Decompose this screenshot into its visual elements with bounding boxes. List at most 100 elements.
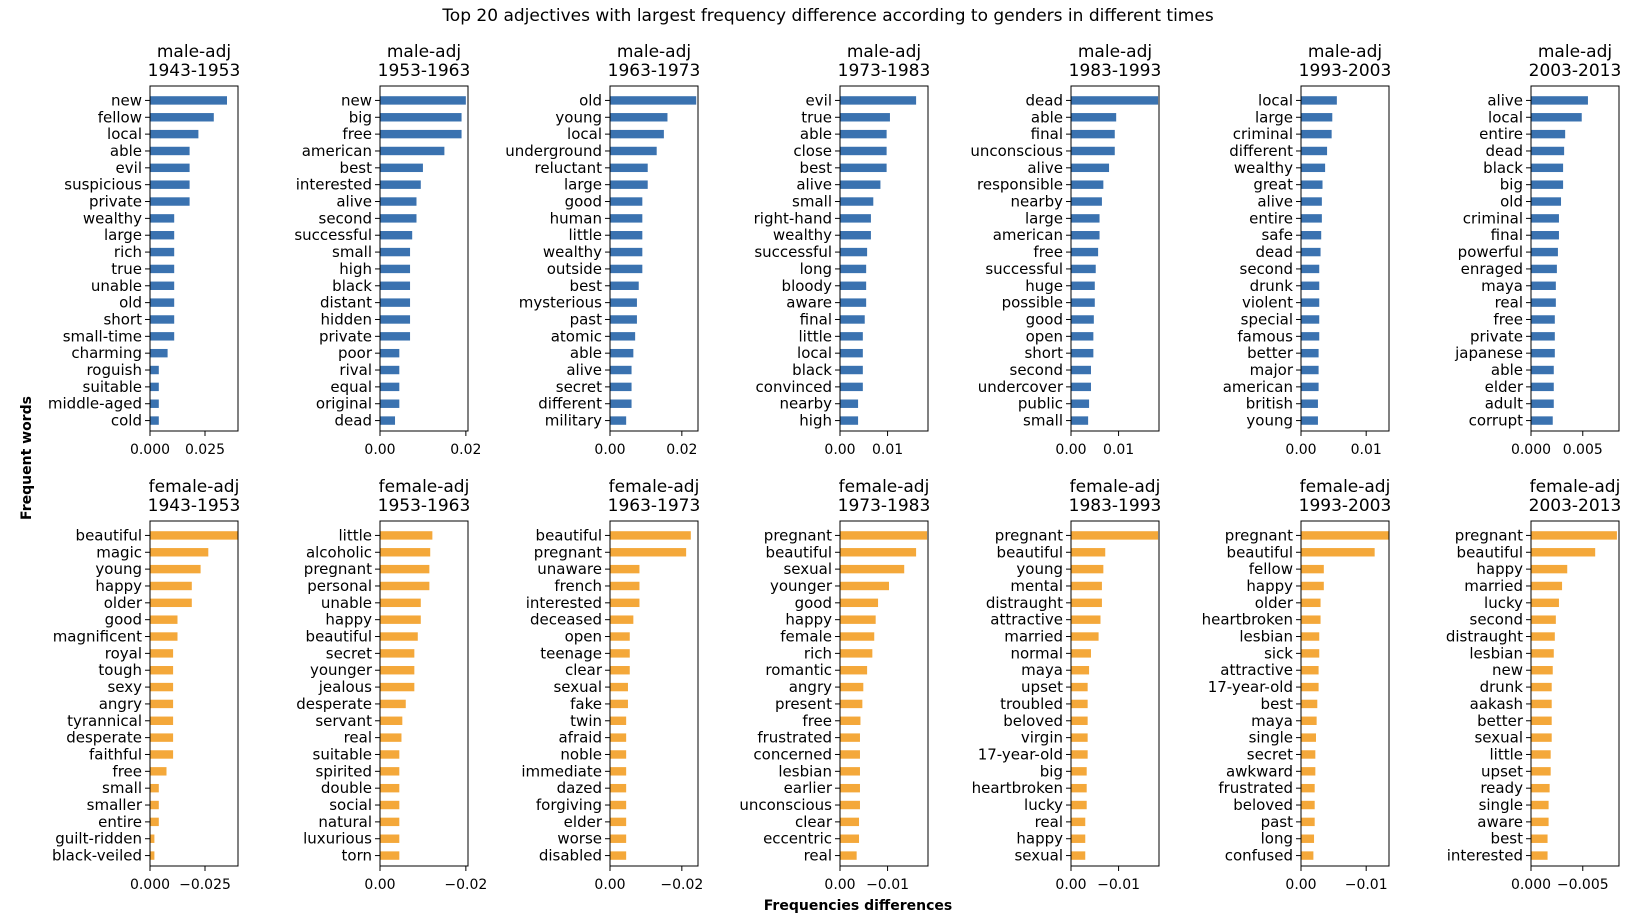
- x-tick-label: 0.025: [185, 442, 225, 458]
- panel-subtitle: 1973-1983: [838, 61, 931, 81]
- bar: [150, 382, 159, 392]
- bar: [380, 767, 400, 776]
- bar: [1301, 96, 1337, 105]
- bar: [610, 598, 640, 608]
- bar: [1531, 615, 1556, 624]
- y-tick-label: different: [1229, 142, 1293, 160]
- y-tick-label: big: [1500, 176, 1523, 194]
- y-tick-label: large: [1255, 108, 1293, 126]
- y-tick-label: american: [993, 226, 1063, 244]
- y-tick-label: beautiful: [997, 543, 1063, 561]
- bar: [150, 129, 199, 139]
- bar: [610, 564, 640, 574]
- bar: [1531, 332, 1555, 341]
- bar: [1071, 197, 1102, 206]
- y-tick-label: new: [341, 91, 372, 109]
- y-tick-label: good: [105, 611, 142, 629]
- bar: [1531, 298, 1556, 307]
- y-tick-label: sick: [1264, 644, 1293, 662]
- y-tick-label: equal: [330, 378, 372, 396]
- y-tick-label: old: [579, 91, 602, 109]
- bar: [380, 615, 421, 624]
- chart-panel: male-adj1943-1953newfellowlocalableevils…: [48, 42, 240, 458]
- y-tick-label: married: [1464, 577, 1523, 595]
- y-tick-label: happy: [1476, 560, 1523, 578]
- y-tick-label: beloved: [1003, 712, 1063, 730]
- y-tick-label: attractive: [990, 611, 1063, 629]
- bar: [150, 113, 214, 122]
- bar: [1071, 817, 1086, 827]
- bar: [150, 214, 175, 223]
- bar: [380, 699, 406, 709]
- bar: [1301, 649, 1320, 658]
- y-tick-label: small: [1023, 412, 1063, 430]
- bar: [1071, 264, 1096, 274]
- bar: [610, 113, 668, 122]
- bar: [610, 581, 640, 591]
- y-tick-label: older: [104, 594, 143, 612]
- bar: [150, 649, 174, 658]
- y-tick-label: angry: [99, 695, 142, 713]
- bar: [380, 649, 415, 658]
- y-tick-label: 17-year-old: [978, 745, 1063, 763]
- y-tick-label: happy: [785, 611, 832, 629]
- bar: [1301, 281, 1320, 290]
- y-tick-label: social: [329, 796, 372, 814]
- bar: [1071, 632, 1099, 641]
- bar: [1531, 146, 1565, 156]
- bar: [840, 416, 859, 425]
- panel-subtitle: 1983-1993: [1069, 496, 1162, 516]
- y-tick-label: successful: [754, 243, 832, 261]
- y-tick-label: personal: [307, 577, 372, 595]
- bar: [610, 800, 627, 810]
- bar: [1531, 399, 1554, 408]
- bar: [150, 348, 168, 358]
- bar: [380, 146, 445, 156]
- axes-frame: [149, 85, 239, 432]
- x-tick-label: 0.000: [1511, 442, 1551, 458]
- x-tick-label: −0.02: [660, 877, 703, 893]
- y-tick-label: unconscious: [970, 142, 1063, 160]
- y-tick-label: sexy: [107, 678, 142, 696]
- y-tick-label: noble: [560, 745, 602, 763]
- bar: [150, 783, 159, 793]
- axes-frame: [379, 520, 469, 867]
- panel-title: female-adj: [609, 477, 700, 497]
- x-tick-label: −0.01: [866, 877, 909, 893]
- y-tick-label: real: [804, 847, 832, 865]
- bar: [150, 281, 175, 290]
- y-tick-label: afraid: [558, 729, 602, 747]
- bar: [1071, 851, 1086, 860]
- y-tick-label: black: [332, 277, 372, 295]
- chart-panels: male-adj1943-1953newfellowlocalableevils…: [48, 42, 1621, 893]
- y-tick-label: upset: [1481, 762, 1523, 780]
- bar: [1531, 649, 1554, 658]
- bar: [610, 416, 627, 425]
- y-tick-label: outside: [547, 260, 602, 278]
- y-tick-label: close: [793, 142, 832, 160]
- x-tick-label: 0.000: [130, 877, 170, 893]
- bar: [1531, 817, 1549, 827]
- x-tick-label: 0.01: [1351, 442, 1382, 458]
- bar: [840, 750, 860, 759]
- bar: [840, 348, 863, 358]
- bar: [1301, 615, 1321, 624]
- bar: [610, 214, 643, 223]
- bar: [1531, 733, 1552, 742]
- bar: [1071, 649, 1091, 658]
- y-tick-label: normal: [1010, 644, 1063, 662]
- y-tick-label: double: [321, 779, 372, 797]
- x-tick-label: 0.02: [666, 442, 697, 458]
- bar: [610, 298, 637, 307]
- y-tick-label: worse: [557, 830, 602, 848]
- bar: [610, 817, 627, 827]
- bar: [1071, 298, 1095, 307]
- y-tick-label: troubled: [1000, 695, 1063, 713]
- bar: [1301, 365, 1319, 375]
- bar: [1301, 129, 1332, 139]
- y-tick-label: japanese: [1454, 344, 1523, 362]
- bar: [150, 163, 190, 173]
